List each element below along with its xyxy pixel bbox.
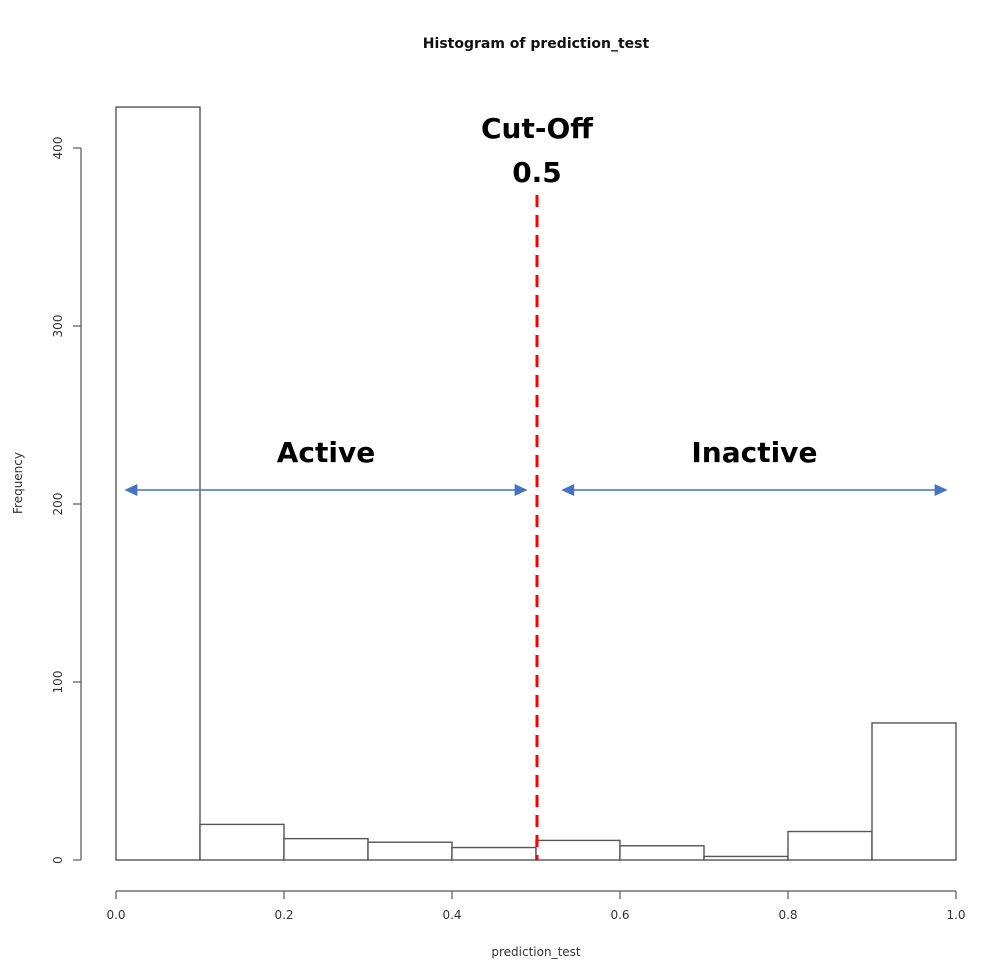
x-tick-label-2: 0.4 — [442, 908, 461, 922]
chart-title: Histogram of prediction_test — [423, 36, 650, 52]
y-tick-label-2: 200 — [51, 493, 65, 516]
histogram-bar-3 — [367, 841, 453, 861]
inactive-arrow-right-head — [934, 484, 948, 496]
histogram-bar-5 — [535, 839, 621, 861]
x-tick-label-3: 0.6 — [610, 908, 629, 922]
histogram-bar-1 — [199, 823, 285, 861]
x-axis: 0.0 0.2 0.4 0.6 0.8 1.0 — [106, 890, 966, 922]
active-label: Active — [277, 436, 376, 469]
y-tick-label-3: 300 — [51, 315, 65, 338]
inactive-arrow-left-head — [561, 484, 575, 496]
inactive-label: Inactive — [691, 436, 817, 469]
x-tick-label-4: 0.8 — [778, 908, 797, 922]
y-axis: 0 100 200 300 400 — [51, 137, 82, 864]
y-tick-label-1: 100 — [51, 671, 65, 694]
annotations-group: Cut-Off 0.5 Active Inactive — [124, 112, 948, 860]
active-arrow-left-head — [124, 484, 138, 496]
x-tick-label-1: 0.2 — [274, 908, 293, 922]
histogram-bar-8 — [787, 830, 873, 861]
histogram-bar-7 — [703, 855, 789, 861]
active-double-arrow — [124, 484, 528, 496]
bars-group — [115, 106, 957, 861]
y-tick-label-4: 400 — [51, 137, 65, 160]
y-tick-label-0: 0 — [51, 856, 65, 864]
histogram-bar-4 — [451, 846, 537, 861]
cutoff-title: Cut-Off — [481, 112, 593, 145]
x-tick-label-5: 1.0 — [946, 908, 965, 922]
active-arrow-right-head — [514, 484, 528, 496]
cutoff-value: 0.5 — [512, 156, 562, 189]
histogram-bar-9 — [871, 722, 957, 861]
inactive-double-arrow — [561, 484, 948, 496]
x-axis-label: prediction_test — [491, 945, 581, 959]
histogram-bar-6 — [619, 845, 705, 861]
x-tick-label-0: 0.0 — [106, 908, 125, 922]
histogram-bar-0 — [115, 106, 201, 861]
histogram-bar-2 — [283, 837, 369, 861]
y-axis-label: Frequency — [11, 452, 25, 514]
